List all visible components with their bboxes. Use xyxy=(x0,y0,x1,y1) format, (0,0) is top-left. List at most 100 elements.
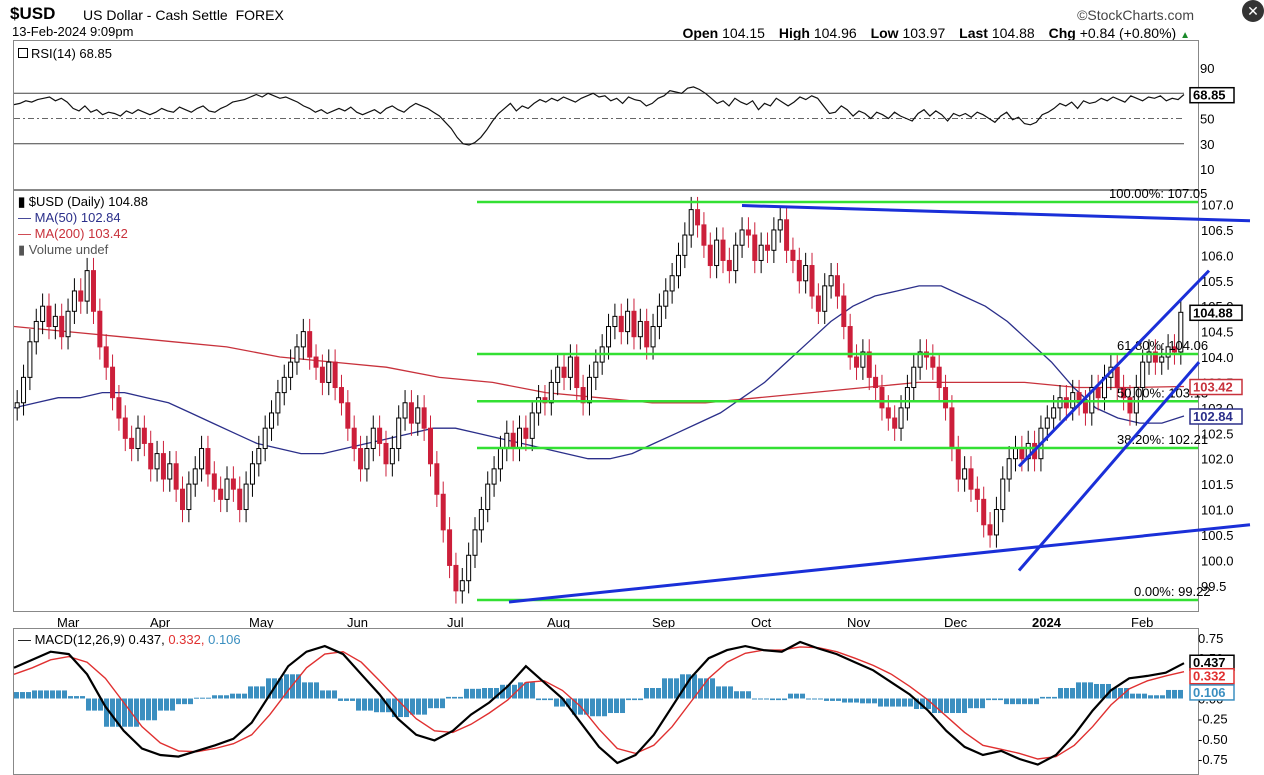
candle-body xyxy=(288,361,294,378)
candle-body xyxy=(116,397,122,419)
macd-histogram-bar xyxy=(968,698,973,709)
candle-body xyxy=(656,305,662,328)
macd-histogram-bar xyxy=(68,696,73,699)
candle-body xyxy=(809,265,815,297)
macd-histogram-bar xyxy=(422,698,427,715)
fib-50-label: 50.00%: 103.13 xyxy=(1117,385,1208,400)
macd-histogram-bar xyxy=(164,698,169,711)
macd-histogram-bar xyxy=(170,698,175,711)
candle-body xyxy=(917,351,923,368)
rsi-tick-label: 10 xyxy=(1200,162,1214,177)
candle-body xyxy=(1006,458,1012,480)
last-value: 104.88 xyxy=(991,25,1035,41)
macd-histogram-bar xyxy=(944,698,949,714)
candle-body xyxy=(765,244,771,251)
macd-histogram-bar xyxy=(1148,695,1153,699)
candle-body xyxy=(1044,417,1050,429)
candle-body xyxy=(523,427,529,439)
price-legend-title: ▮ $USD (Daily) 104.88 xyxy=(18,194,148,210)
macd-histogram-bar xyxy=(1094,683,1099,699)
macd-histogram-bar xyxy=(452,696,457,699)
macd-histogram-bar xyxy=(278,678,283,699)
macd-histogram-bar xyxy=(44,690,49,699)
macd-histogram-bar xyxy=(1100,683,1105,699)
macd-histogram-bar xyxy=(1016,698,1021,705)
macd-histogram-bar xyxy=(398,698,403,718)
macd-histogram-bar xyxy=(824,698,829,701)
close-icon[interactable]: ✕ xyxy=(1242,0,1264,22)
macd-histogram-bar xyxy=(74,696,79,699)
candle-body xyxy=(930,356,936,368)
candle-body xyxy=(593,361,599,378)
candle-body xyxy=(675,254,681,277)
candle-body xyxy=(517,427,523,450)
candle-body xyxy=(313,356,319,368)
last-price-label: 104.88 xyxy=(1193,305,1233,320)
candle-body xyxy=(415,407,421,424)
candle-body xyxy=(345,402,351,429)
macd-histogram-bar xyxy=(626,698,631,701)
macd-histogram-bar xyxy=(26,692,31,699)
macd-histogram-bar xyxy=(542,698,547,701)
macd-histogram-bar xyxy=(122,698,127,727)
macd-histogram-bar xyxy=(956,698,961,714)
candle-body xyxy=(427,427,433,465)
price-tick-label: 100.5 xyxy=(1201,528,1234,543)
macd-histogram-bar xyxy=(50,690,55,699)
macd-histogram-bar xyxy=(194,697,199,699)
macd-histogram-bar xyxy=(614,698,619,714)
candle-body xyxy=(237,488,243,511)
macd-histogram-bar xyxy=(914,698,919,709)
macd-histogram-bar xyxy=(530,682,535,699)
price-legend: ▮ $USD (Daily) 104.88 — MA(50) 102.84 — … xyxy=(18,194,148,258)
month-tick-label: 2024 xyxy=(1032,615,1062,630)
month-tick-label: Sep xyxy=(652,615,675,630)
rsi-current-label: 68.85 xyxy=(1193,88,1226,103)
macd-histogram-bar xyxy=(116,698,121,727)
candle-body xyxy=(688,209,694,236)
macd-histogram-bar xyxy=(1022,698,1027,705)
candle-body xyxy=(218,488,224,500)
macd-histogram-bar xyxy=(974,698,979,709)
price-tick-label: 104.5 xyxy=(1201,325,1234,340)
macd-histogram-bar xyxy=(62,690,67,699)
macd-histogram-bar xyxy=(674,678,679,699)
candle-body xyxy=(574,356,580,389)
candle-body xyxy=(1000,478,1006,511)
macd-histogram-bar xyxy=(98,698,103,711)
hist-value-label: 0.106 xyxy=(1193,685,1226,700)
macd-histogram-bar xyxy=(344,698,349,701)
candle-body xyxy=(472,529,478,556)
macd-histogram-bar xyxy=(458,696,463,699)
month-tick-label: May xyxy=(249,615,274,630)
macd-histogram-bar xyxy=(212,695,217,699)
high-label: High xyxy=(778,25,810,41)
candle-body xyxy=(497,448,503,470)
candle-body xyxy=(796,259,802,282)
macd-histogram-bar xyxy=(374,698,379,713)
macd-histogram-bar xyxy=(776,698,781,701)
candle-body xyxy=(777,219,783,231)
macd-histogram-bar xyxy=(152,698,157,721)
candle-body xyxy=(351,427,357,450)
candle-body xyxy=(307,331,313,358)
rsi-tick-label: 90 xyxy=(1200,61,1214,76)
macd-histogram-bar xyxy=(140,698,145,721)
candle-body xyxy=(199,448,205,470)
candle-body xyxy=(173,463,179,490)
month-tick-label: Jul xyxy=(447,615,464,630)
candle-body xyxy=(866,351,872,378)
candle-body xyxy=(167,463,173,480)
price-tick-label: 101.5 xyxy=(1201,477,1234,492)
macd-histogram-bar xyxy=(992,698,997,701)
candle-body xyxy=(529,412,535,439)
macd-signal-value: 0.332, xyxy=(168,632,205,647)
macd-histogram-bar xyxy=(722,686,727,699)
macd-histogram-bar xyxy=(848,698,853,703)
candle-body xyxy=(974,488,980,500)
macd-histogram-bar xyxy=(512,684,517,699)
candle-body xyxy=(879,387,885,409)
candle-body xyxy=(103,346,109,368)
signal-line xyxy=(13,646,1185,760)
macd-histogram-bar xyxy=(890,698,895,707)
